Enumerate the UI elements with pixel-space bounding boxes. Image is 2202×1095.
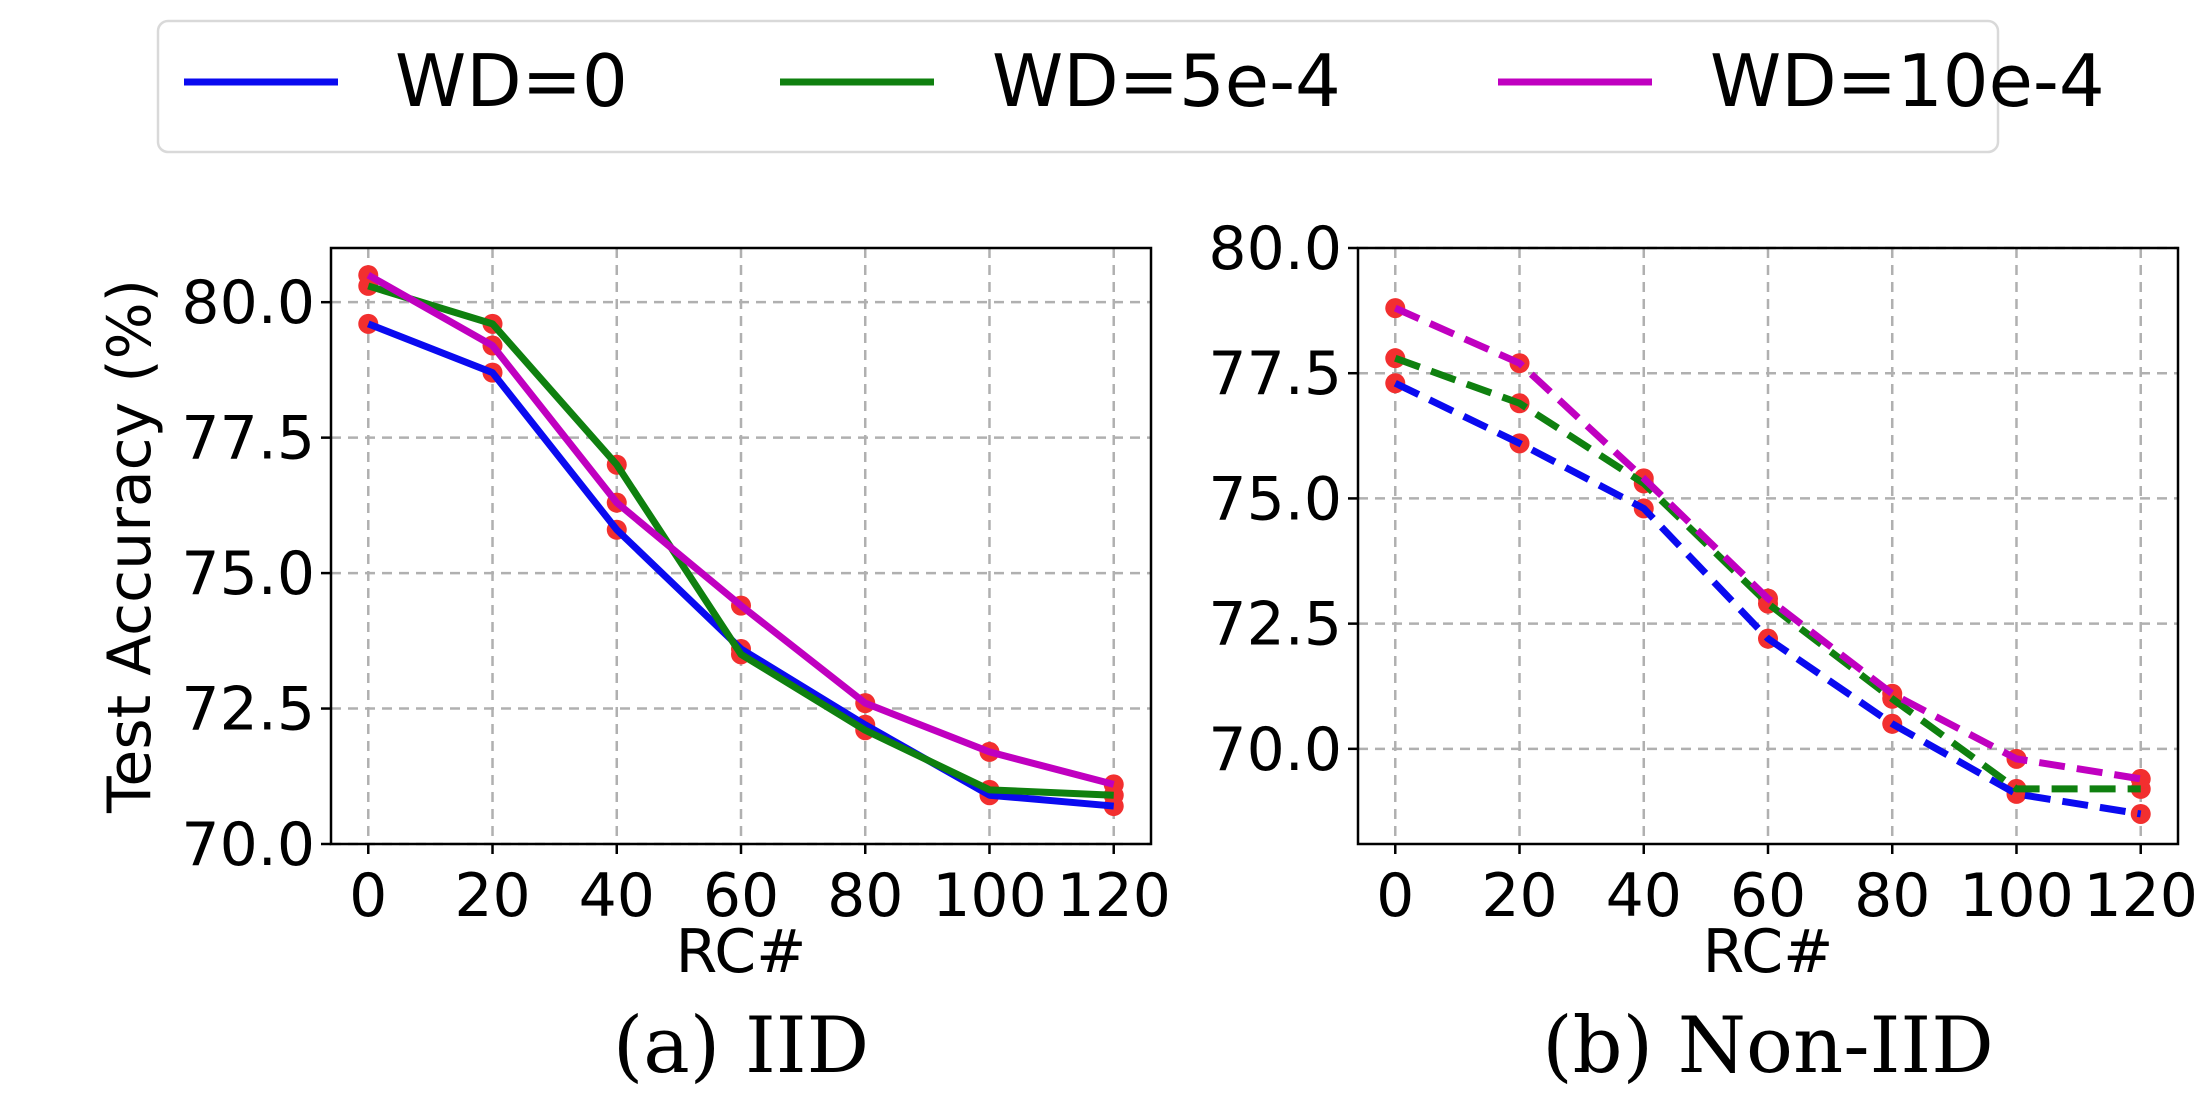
y-tick-label: 70.0 [181, 810, 315, 880]
chart-b-series [1385, 298, 2151, 824]
x-tick-label: 40 [1606, 861, 1682, 931]
legend-frame [156, 19, 2000, 154]
x-tick-label: 20 [1481, 861, 1557, 931]
y-tick-label: 80.0 [181, 268, 315, 338]
data-point-wd-10e-4 [2130, 768, 2151, 789]
chart-a-xticks: 0 20 40 60 80 100 120 [349, 844, 1171, 931]
x-tick-label: 80 [827, 861, 903, 931]
x-tick-label: 60 [703, 861, 779, 931]
legend-label-wd-5e-4: WD=5e-4 [992, 39, 1341, 123]
x-tick-label: 100 [1959, 861, 2074, 931]
x-tick-label: 80 [1854, 861, 1930, 931]
series-line-wd-10e-4 [1393, 304, 2142, 783]
y-tick-label: 75.0 [1208, 464, 1342, 534]
chart-b-yticks: 70.0 72.5 75.0 77.5 80.0 [1208, 214, 1358, 785]
chart-a-xlabel: RC# [676, 917, 807, 987]
y-tick-label: 72.5 [181, 675, 315, 745]
series-line-wd-5e-4 [367, 282, 1114, 799]
y-tick-label: 77.5 [181, 404, 315, 474]
x-tick-label: 60 [1730, 861, 1806, 931]
x-tick-label: 40 [579, 861, 655, 931]
chart-a-ylabel: Test Accuracy (%) [95, 279, 165, 814]
legend-label-wd-0: WD=0 [395, 39, 628, 123]
series-line-wd-5e-4 [1394, 354, 2141, 793]
series-line-wd-0 [1393, 380, 2142, 818]
y-tick-label: 80.0 [1208, 214, 1342, 284]
x-tick-label: 120 [2083, 861, 2198, 931]
y-tick-label: 70.0 [1208, 715, 1342, 785]
chart-b-grid [1358, 246, 2178, 844]
x-tick-label: 0 [1376, 861, 1414, 931]
chart-panel-non-iid: 0 20 40 60 80 100 120 70.0 72.5 75.0 77.5 80.0 RC#… [1208, 214, 2198, 1091]
chart-a-caption: (a) IID [613, 1001, 869, 1091]
chart-panel-iid: 0 20 40 60 80 100 120 70.0 72.5 75.0 77.5 80.0 RC#… [95, 246, 1171, 1091]
y-tick-label: 75.0 [181, 539, 315, 609]
x-tick-label: 20 [454, 861, 530, 931]
legend: WD=0 WD=5e-4 WD=10e-4 [156, 19, 2105, 154]
chart-a-series [358, 265, 1124, 817]
chart-a-yticks: 70.0 72.5 75.0 77.5 80.0 [181, 268, 331, 880]
x-tick-label: 120 [1056, 861, 1171, 931]
legend-label-wd-10e-4: WD=10e-4 [1710, 39, 2105, 123]
y-tick-label: 77.5 [1208, 339, 1342, 409]
chart-b-caption: (b) Non-IID [1542, 1001, 1994, 1091]
chart-b-xlabel: RC# [1703, 917, 1834, 987]
chart-b-xticks: 0 20 40 60 80 100 120 [1376, 844, 2198, 931]
y-tick-label: 72.5 [1208, 590, 1342, 660]
chart-a-grid [331, 248, 1151, 846]
x-tick-label: 0 [349, 861, 387, 931]
series-line-wd-10e-4 [366, 272, 1115, 788]
x-tick-label: 100 [932, 861, 1047, 931]
